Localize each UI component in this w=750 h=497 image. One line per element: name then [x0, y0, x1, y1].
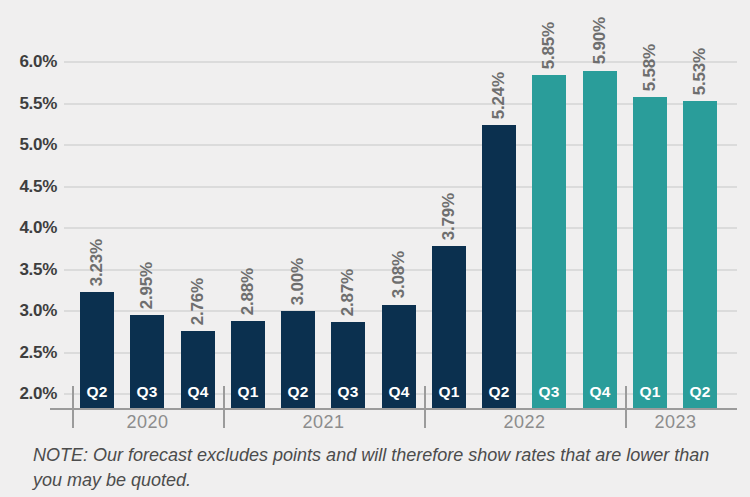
- quarter-label: Q4: [583, 383, 617, 401]
- quarter-label: Q2: [281, 383, 315, 401]
- rate-chart-page: 6.0% 5.5% 5.0% 4.5% 4.0% 3.5% 3.0% 2.5% 2.0% 2020…: [0, 0, 750, 497]
- y-axis-tick-label: 2.5%: [0, 342, 57, 364]
- year-label: 2023: [625, 412, 726, 433]
- x-axis-line: [50, 408, 737, 410]
- bar-value-text: 3.23%: [87, 239, 107, 286]
- bar-value-text: 2.95%: [137, 262, 157, 309]
- bar-q3-2021: Q3: [331, 322, 365, 408]
- bar-value-text: 3.00%: [288, 258, 308, 305]
- quarter-label: Q3: [130, 383, 164, 401]
- bar-q2-2022: Q2: [482, 125, 516, 408]
- bar-value-label: 5.58%: [633, 44, 667, 91]
- year-label: 2022: [424, 412, 625, 433]
- bar-value-label: 3.23%: [80, 239, 114, 286]
- bar-q4-2021: Q4: [382, 305, 416, 408]
- bar-q2-2020: Q2: [80, 292, 114, 408]
- bar-value-text: 2.88%: [238, 268, 258, 315]
- bar-value-text: 2.87%: [338, 269, 358, 316]
- bar-value-label: 5.53%: [683, 48, 717, 95]
- quarter-label: Q4: [382, 383, 416, 401]
- y-axis-tick-label: 6.0%: [0, 51, 57, 73]
- bar-value-text: 5.24%: [489, 72, 509, 119]
- quarter-label: Q1: [432, 383, 466, 401]
- bar-q2-2021: Q2: [281, 311, 315, 408]
- y-axis-tick-label: 4.0%: [0, 217, 57, 239]
- quarter-label: Q2: [80, 383, 114, 401]
- year-label: 2020: [72, 412, 223, 433]
- bar-value-text: 3.79%: [439, 193, 459, 240]
- bar-chart: 6.0% 5.5% 5.0% 4.5% 4.0% 3.5% 3.0% 2.5% 2.0% 2020…: [0, 0, 750, 435]
- bar-value-label: 5.85%: [532, 22, 566, 69]
- note-line-2: you may be quoted.: [33, 468, 739, 493]
- bar-value-text: 3.08%: [389, 251, 409, 298]
- quarter-label: Q2: [683, 383, 717, 401]
- bar-value-text: 5.85%: [539, 22, 559, 69]
- bar-q1-2021: Q1: [231, 321, 265, 408]
- bar-q3-2020: Q3: [130, 315, 164, 408]
- quarter-label: Q3: [532, 383, 566, 401]
- bar-value-text: 5.90%: [590, 17, 610, 64]
- quarter-label: Q1: [633, 383, 667, 401]
- bar-value-label: 2.76%: [181, 278, 215, 325]
- bar-q4-2020: Q4: [181, 331, 215, 408]
- bar-q3-2022: Q3: [532, 75, 566, 408]
- note-line-1: NOTE: Our forecast excludes points and w…: [33, 443, 739, 468]
- bar-value-text: 5.58%: [640, 44, 660, 91]
- bar-value-label: 2.95%: [130, 262, 164, 309]
- y-axis-tick-label: 5.5%: [0, 93, 57, 115]
- bar-q1-2023: Q1: [633, 97, 667, 408]
- quarter-label: Q2: [482, 383, 516, 401]
- y-axis-tick-label: 3.5%: [0, 259, 57, 281]
- bar-q4-2022: Q4: [583, 71, 617, 408]
- quarter-label: Q3: [331, 383, 365, 401]
- y-axis-tick-label: 5.0%: [0, 134, 57, 156]
- bar-value-text: 5.53%: [690, 48, 710, 95]
- bar-value-label: 2.88%: [231, 268, 265, 315]
- bar-value-label: 3.08%: [382, 251, 416, 298]
- y-axis-tick-label: 3.0%: [0, 300, 57, 322]
- bar-value-text: 2.76%: [188, 278, 208, 325]
- bar-value-label: 3.00%: [281, 258, 315, 305]
- y-axis-tick-label: 2.0%: [0, 383, 57, 405]
- quarter-label: Q4: [181, 383, 215, 401]
- bar-value-label: 2.87%: [331, 269, 365, 316]
- bar-q2-2023: Q2: [683, 101, 717, 408]
- chart-note: NOTE: Our forecast excludes points and w…: [33, 443, 739, 493]
- bar-value-label: 5.24%: [482, 72, 516, 119]
- year-label: 2021: [223, 412, 424, 433]
- bar-value-label: 5.90%: [583, 17, 617, 64]
- bar-value-label: 3.79%: [432, 193, 466, 240]
- y-axis-tick-label: 4.5%: [0, 176, 57, 198]
- bar-q1-2022: Q1: [432, 246, 466, 408]
- quarter-label: Q1: [231, 383, 265, 401]
